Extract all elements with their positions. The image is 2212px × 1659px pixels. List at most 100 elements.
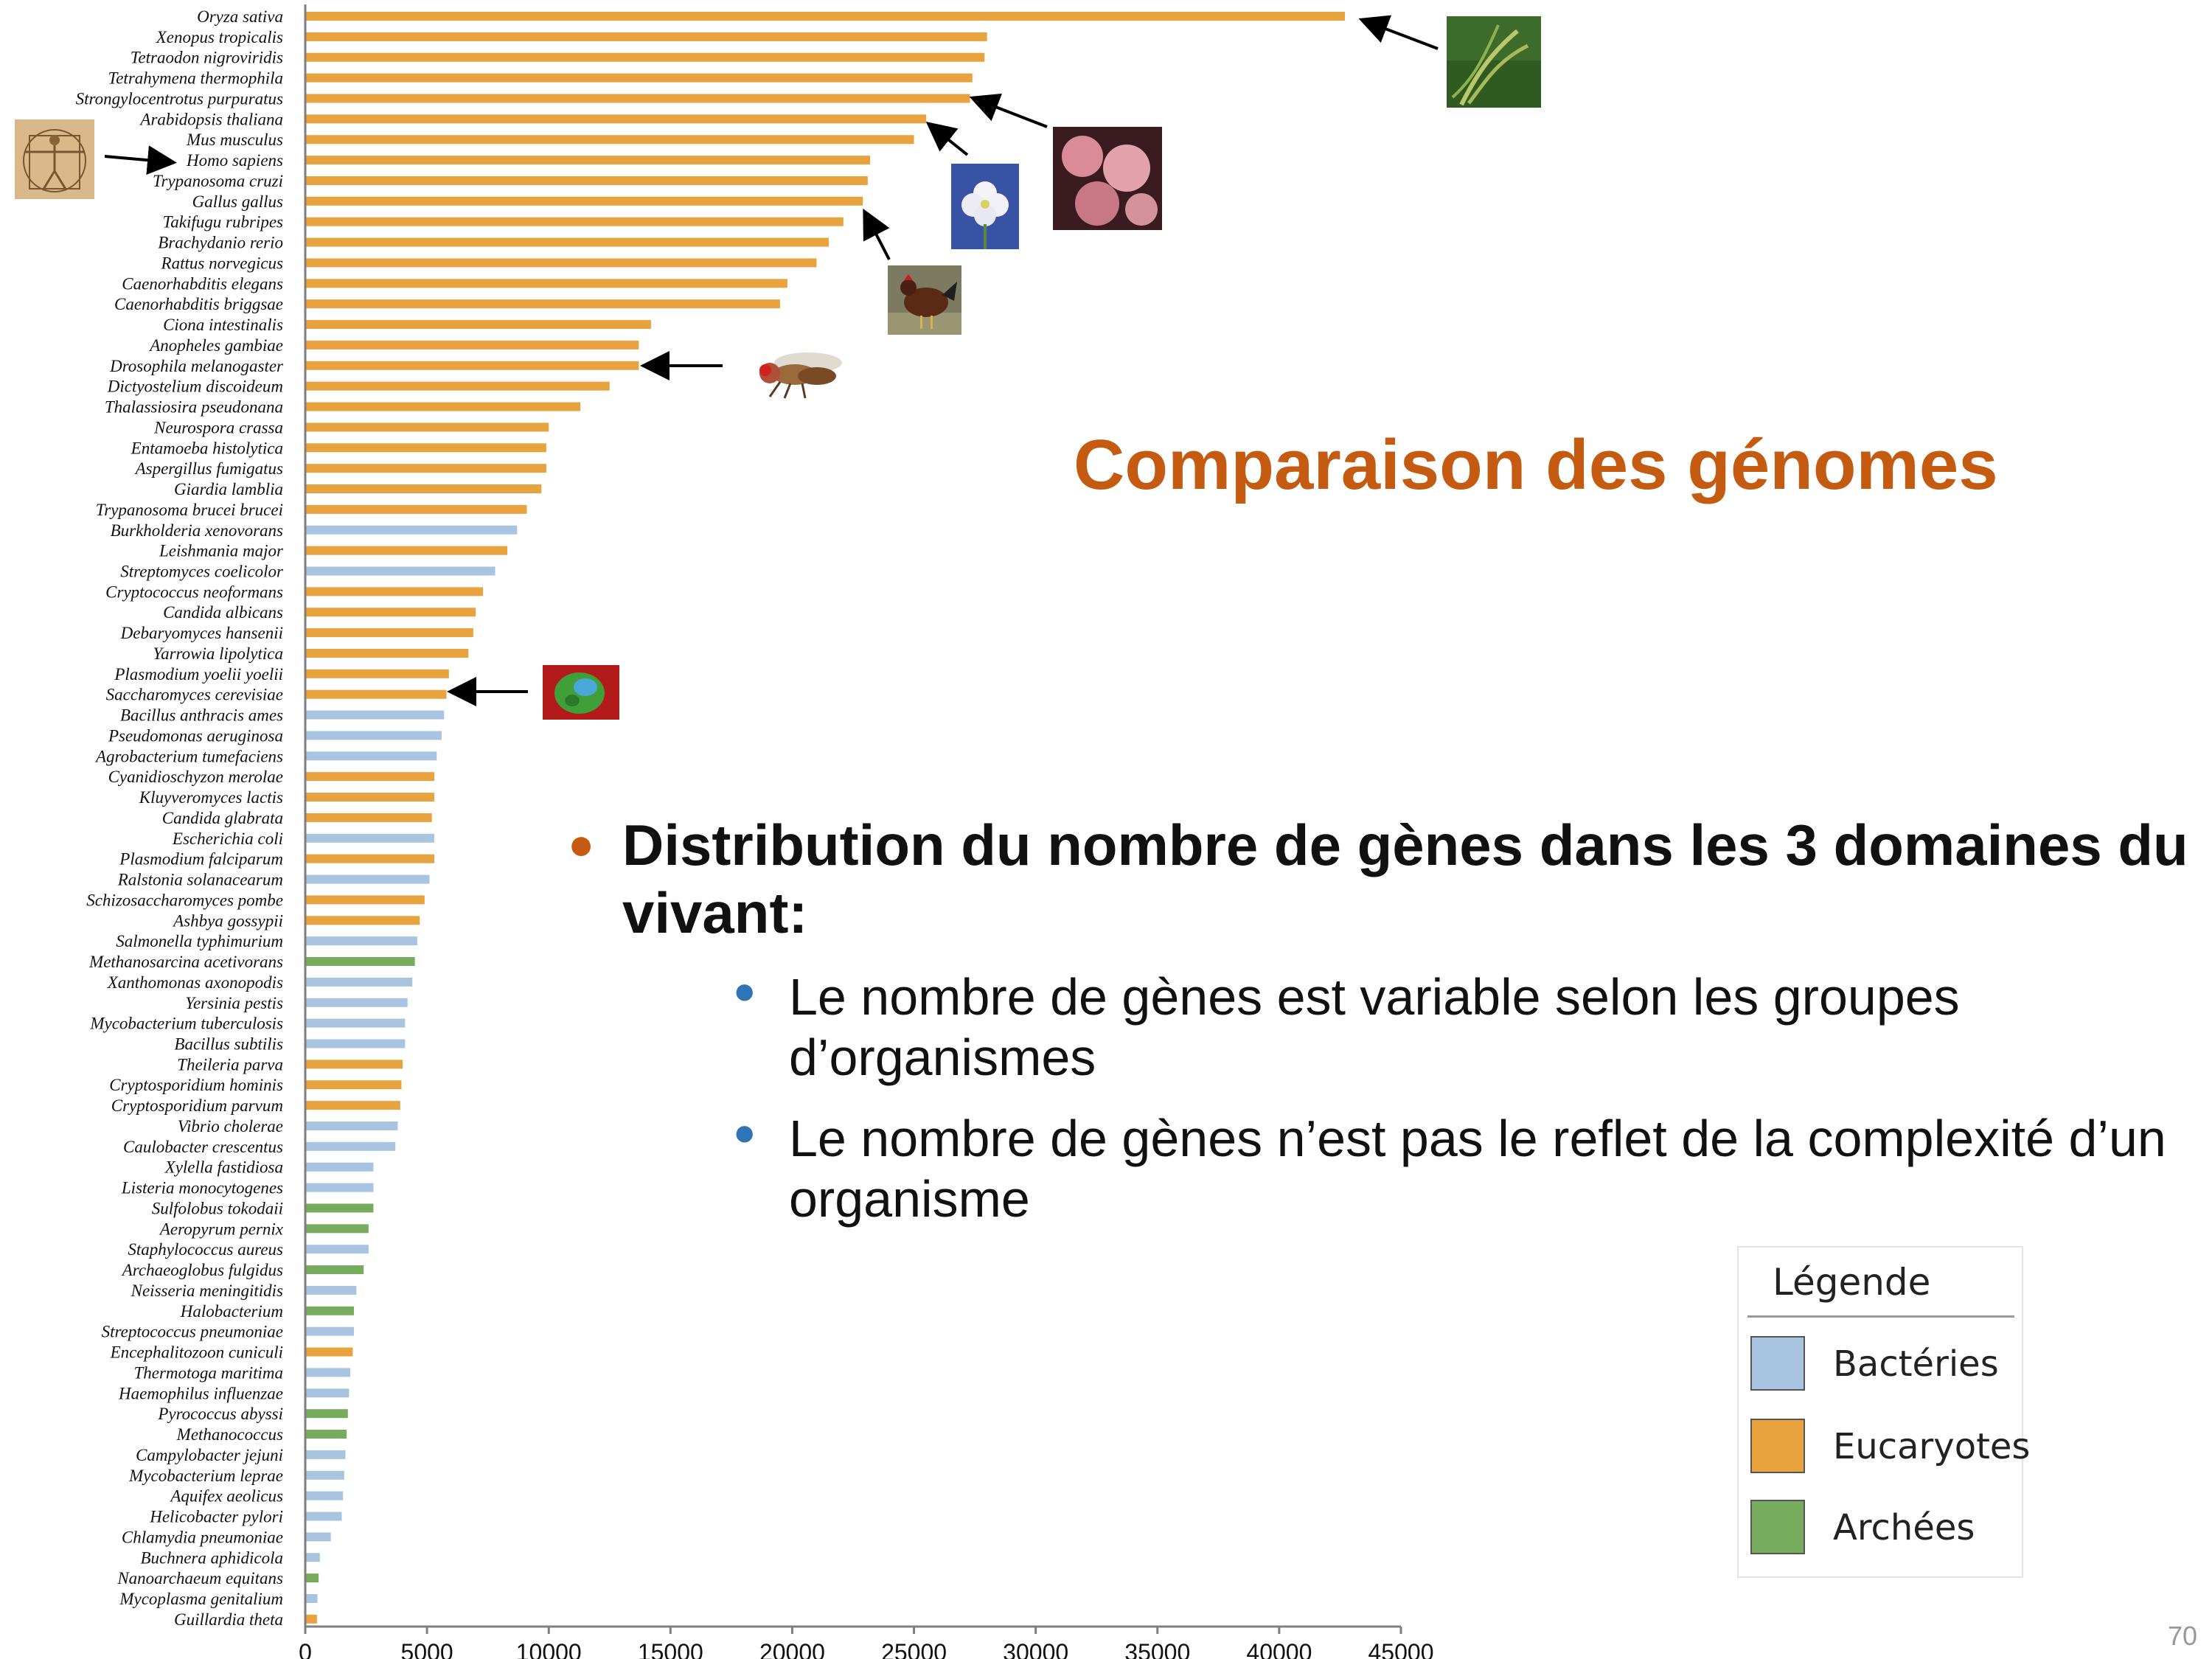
- bar: [305, 258, 817, 268]
- x-tick-label: 25000: [881, 1639, 947, 1659]
- bar: [305, 813, 432, 822]
- category-label: Ciona intestinalis: [163, 316, 283, 334]
- category-label: Thalassiosira pseudonana: [105, 398, 283, 417]
- bar: [305, 751, 437, 761]
- bar: [305, 1183, 374, 1192]
- bar: [305, 1614, 317, 1624]
- bar: [305, 1018, 406, 1028]
- bar: [305, 299, 780, 309]
- category-label: Xenopus tropicalis: [156, 28, 283, 46]
- category-label: Methanosarcina acetivorans: [88, 953, 283, 971]
- bar: [305, 1265, 364, 1275]
- category-label: Gallus gallus: [192, 192, 283, 211]
- category-label: Caenorhabditis elegans: [122, 274, 283, 293]
- category-label: Debaryomyces hansenii: [120, 624, 283, 642]
- bar: [305, 648, 469, 658]
- category-label: Mus musculus: [186, 131, 283, 149]
- bar: [305, 731, 442, 740]
- category-label: Archaeoglobus fulgidus: [121, 1261, 283, 1279]
- category-label: Anopheles gambiae: [148, 336, 283, 355]
- category-label: Mycobacterium leprae: [128, 1467, 283, 1485]
- bullet-dot-icon: ●: [568, 819, 595, 869]
- category-label: Agrobacterium tumefaciens: [94, 747, 283, 765]
- category-label: Mycobacterium tuberculosis: [89, 1015, 283, 1033]
- category-label: Kluyveromyces lactis: [139, 788, 283, 807]
- vitruvian-man-drawing: [15, 119, 94, 199]
- category-label: Thermotoga maritima: [133, 1363, 283, 1382]
- category-label: Pseudomonas aeruginosa: [108, 726, 283, 745]
- category-label: Campylobacter jejuni: [136, 1446, 283, 1464]
- legend-divider: [1747, 1315, 2014, 1318]
- category-label: Entamoeba histolytica: [131, 439, 283, 457]
- bar: [305, 73, 973, 83]
- x-tick-label: 15000: [638, 1639, 703, 1659]
- bar: [305, 1326, 355, 1336]
- category-label: Saccharomyces cerevisiae: [106, 686, 283, 704]
- sub-bullet-dot-icon: ●: [733, 1110, 757, 1154]
- category-label: Cryptosporidium parvum: [111, 1096, 283, 1115]
- category-label: Halobacterium: [180, 1302, 283, 1321]
- sub-bullet-text: Le nombre de gènes n’est pas le reflet d…: [789, 1109, 2166, 1228]
- category-label: Nanoarchaeum equitans: [116, 1569, 283, 1587]
- arrow-arabidopsis: [925, 122, 969, 156]
- arrow-homo: [104, 145, 177, 175]
- category-label: Mycoplasma genitalium: [119, 1590, 283, 1608]
- bar: [305, 1512, 342, 1521]
- bar: [305, 669, 449, 678]
- category-label: Encephalitozoon cuniculi: [110, 1343, 283, 1362]
- category-label: Listeria monocytogenes: [121, 1179, 283, 1197]
- bar: [305, 1306, 355, 1315]
- bar: [305, 12, 1346, 21]
- bar: [305, 196, 863, 206]
- bar: [305, 1593, 318, 1603]
- category-label: Cyanidioschyzon merolae: [108, 768, 283, 786]
- bar: [305, 874, 430, 884]
- category-label: Giardia lamblia: [174, 480, 283, 498]
- category-label: Xanthomonas axonopodis: [107, 973, 283, 992]
- category-label: Takifugu rubripes: [163, 213, 283, 232]
- sea-urchin-photo: [1053, 127, 1162, 230]
- category-label: Haemophilus influenzae: [118, 1384, 283, 1402]
- bar: [305, 94, 970, 103]
- category-label: Plasmodium falciparum: [119, 850, 283, 869]
- bar: [305, 895, 425, 905]
- bar: [305, 546, 508, 555]
- category-label: Streptomyces coelicolor: [120, 562, 284, 580]
- x-tick-label: 10000: [516, 1639, 582, 1659]
- legend-item-archees: Archées: [1750, 1500, 2016, 1556]
- legend-swatch: [1750, 1336, 1805, 1391]
- category-label: Helicobacter pylori: [149, 1508, 283, 1526]
- category-label: Bacillus subtilis: [174, 1035, 283, 1054]
- x-tick-label: 30000: [1003, 1639, 1068, 1659]
- category-label: Aquifex aeolicus: [169, 1487, 283, 1506]
- category-label: Strongylocentrotus purpuratus: [76, 89, 283, 108]
- category-label: Dictyostelium discoideum: [107, 378, 283, 396]
- category-label: Vibrio cholerae: [178, 1117, 283, 1135]
- sub-bullet: ● Le nombre de gènes n’est pas le reflet…: [733, 1109, 2190, 1230]
- category-label: Guillardia theta: [174, 1610, 283, 1629]
- bar: [305, 566, 495, 576]
- category-label: Trypanosoma cruzi: [153, 172, 283, 190]
- bar: [305, 957, 415, 967]
- bar: [305, 525, 518, 535]
- bar: [305, 340, 639, 349]
- bar: [305, 689, 447, 699]
- arabidopsis-flower-photo: [951, 164, 1019, 249]
- fruit-fly-photo: [759, 352, 842, 399]
- bar: [305, 1388, 349, 1398]
- bar: [305, 443, 546, 453]
- bar: [305, 936, 417, 946]
- arrow-strongylocentrotus: [969, 93, 1048, 128]
- category-label: Xylella fastidiosa: [164, 1158, 283, 1177]
- bar: [305, 854, 435, 863]
- category-label: Cryptosporidium hominis: [109, 1076, 283, 1094]
- bar: [305, 1491, 344, 1500]
- category-label: Ralstonia solanacearum: [117, 871, 283, 889]
- category-label: Brachydanio rerio: [158, 234, 283, 252]
- category-label: Aeropyrum pernix: [159, 1220, 284, 1238]
- bar: [305, 1450, 346, 1459]
- legend-label: Eucaryotes: [1833, 1426, 2031, 1467]
- bar: [305, 1430, 347, 1439]
- category-label: Schizosaccharomyces pombe: [86, 891, 283, 909]
